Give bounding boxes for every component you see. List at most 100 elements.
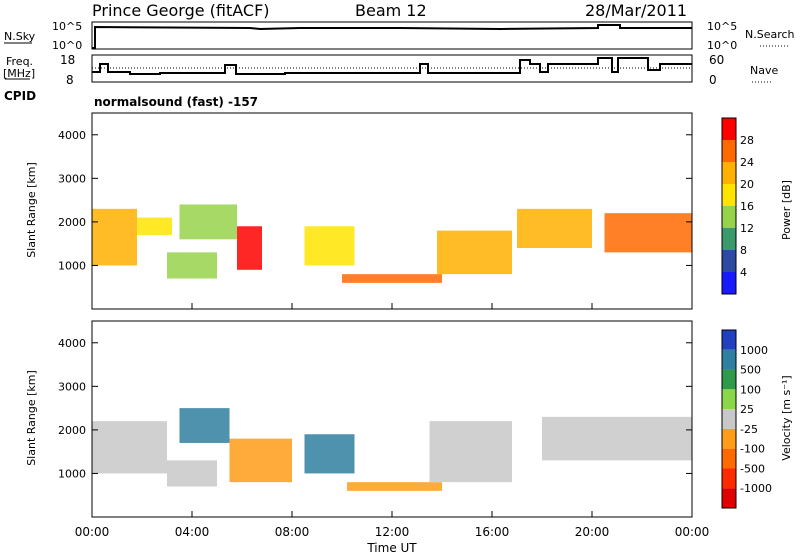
- colorbar-swatch: [722, 488, 736, 508]
- colorbar-frame: [721, 117, 737, 295]
- vel-echo-region: [542, 416, 692, 461]
- y-tick-label: 1000: [58, 259, 86, 272]
- colorbar-swatch: [722, 448, 736, 469]
- x-tick-label: 00:00: [75, 525, 110, 539]
- colorbar-tick-label: -1000: [740, 482, 772, 495]
- nsearch-label: N.Search: [745, 28, 795, 41]
- x-tick-label: 00:00: [675, 525, 710, 539]
- power-echo-region: [342, 274, 442, 283]
- nave-tick-bottom: 0: [709, 73, 717, 87]
- x-axis-ticks: 00:00 04:00 08:00 12:00 16:00 20:00 00:00: [75, 303, 710, 539]
- vel-echo-region: [304, 434, 355, 474]
- power-echo-region: [437, 230, 512, 275]
- freq-trace: [92, 57, 692, 75]
- colorbar-swatch: [722, 409, 736, 429]
- power-echo-region: [92, 208, 137, 266]
- cpid-label: CPID: [4, 89, 36, 103]
- colorbar-swatch: [722, 184, 736, 206]
- y-tick-label: 3000: [58, 380, 86, 393]
- vel-echo-region: [179, 408, 230, 443]
- power-echo-region: [179, 204, 237, 240]
- freq-label-2: [MHz]: [3, 67, 35, 80]
- nsearch-tick-top: 10^5: [707, 20, 737, 33]
- nave-tick-top: 60: [709, 53, 724, 67]
- y-tick-label: 2000: [58, 424, 86, 437]
- vel-echo-region: [92, 421, 167, 474]
- y-tick-label: 4000: [58, 337, 86, 350]
- colorbar-swatch: [722, 389, 736, 410]
- colorbar-swatch: [722, 272, 736, 294]
- y-tick-label: 4000: [58, 129, 86, 142]
- y-tick-label: 2000: [58, 216, 86, 229]
- freq-tick-bottom: 8: [66, 73, 74, 87]
- velocity-yticks: 4000 3000 2000 1000: [58, 337, 692, 480]
- colorbar-swatch: [722, 349, 736, 370]
- colorbar-swatch: [722, 118, 736, 140]
- colorbar-swatch: [722, 428, 736, 449]
- freq-tick-top: 18: [60, 53, 75, 67]
- colorbar-tick-label: 25: [740, 403, 754, 416]
- colorbar-tick-label: 16: [740, 200, 754, 213]
- y-tick-label: 1000: [58, 467, 86, 480]
- velocity-panel: [92, 408, 692, 491]
- colorbar-tick-label: 20: [740, 178, 754, 191]
- beam-label: Beam 12: [355, 1, 427, 20]
- freq-label-1: Freq.: [6, 55, 33, 68]
- power-echo-region: [517, 208, 592, 249]
- vel-echo-region: [229, 438, 292, 483]
- date-label: 28/Mar/2011: [585, 1, 687, 20]
- velocity-colorbar-label: Velocity [m s⁻¹]: [780, 375, 793, 460]
- x-tick-label: 20:00: [575, 525, 610, 539]
- y-tick-label: 3000: [58, 172, 86, 185]
- vel-echo-region: [429, 421, 512, 483]
- power-yticks: 4000 3000 2000 1000: [58, 129, 692, 272]
- power-ylabel: Slant Range [km]: [25, 162, 38, 258]
- nsearch-tick-bottom: 10^0: [707, 39, 737, 52]
- colorbar-tick-label: 4: [740, 266, 747, 279]
- colorbar-swatch: [722, 228, 736, 250]
- x-tick-label: 12:00: [375, 525, 410, 539]
- colorbar-swatch: [722, 369, 736, 390]
- power-echo-region: [304, 226, 355, 266]
- power-echo-region: [137, 217, 172, 235]
- colorbar-swatch: [722, 140, 736, 162]
- colorbar-swatch: [722, 206, 736, 228]
- cpid-text: normalsound (fast) -157: [94, 95, 258, 109]
- power-colorbar: 28 24 20 16 12 8 4: [721, 117, 754, 295]
- power-colorbar-label: Power [dB]: [780, 180, 793, 240]
- nsky-tick-top: 10^5: [52, 20, 82, 33]
- x-axis-label: Time UT: [366, 541, 417, 554]
- nsky-tick-bottom: 10^0: [52, 39, 82, 52]
- colorbar-swatch: [722, 330, 736, 350]
- colorbar-tick-label: 24: [740, 156, 754, 169]
- power-echo-region: [604, 213, 692, 253]
- nave-label: Nave: [750, 64, 778, 77]
- velocity-colorbar: 1000 500 100 25 -25 -100 -500 -1000: [721, 329, 772, 509]
- power-echo-region: [167, 252, 217, 279]
- vel-echo-region: [347, 482, 442, 491]
- colorbar-tick-label: 28: [740, 134, 754, 147]
- colorbar-swatch: [722, 162, 736, 184]
- site-title: Prince George (fitACF): [92, 1, 270, 20]
- x-tick-label: 08:00: [275, 525, 310, 539]
- nsky-panel: [91, 21, 693, 50]
- nsky-trace: [92, 24, 692, 49]
- colorbar-tick-label: 500: [740, 364, 761, 377]
- vel-echo-region: [167, 460, 217, 487]
- velocity-ylabel: Slant Range [km]: [25, 370, 38, 466]
- x-tick-label: 04:00: [175, 525, 210, 539]
- x-tick-label: 16:00: [475, 525, 510, 539]
- colorbar-tick-label: 1000: [740, 344, 768, 357]
- colorbar-tick-label: 12: [740, 222, 754, 235]
- colorbar-swatch: [722, 468, 736, 489]
- nsky-label: N.Sky: [4, 30, 36, 43]
- colorbar-tick-label: 100: [740, 383, 761, 396]
- colorbar-frame: [721, 329, 737, 509]
- power-echo-region: [237, 226, 262, 270]
- colorbar-tick-label: -500: [740, 462, 765, 475]
- colorbar-swatch: [722, 250, 736, 272]
- colorbar-tick-label: 8: [740, 244, 747, 257]
- colorbar-tick-label: -25: [740, 423, 758, 436]
- power-panel: [92, 204, 692, 283]
